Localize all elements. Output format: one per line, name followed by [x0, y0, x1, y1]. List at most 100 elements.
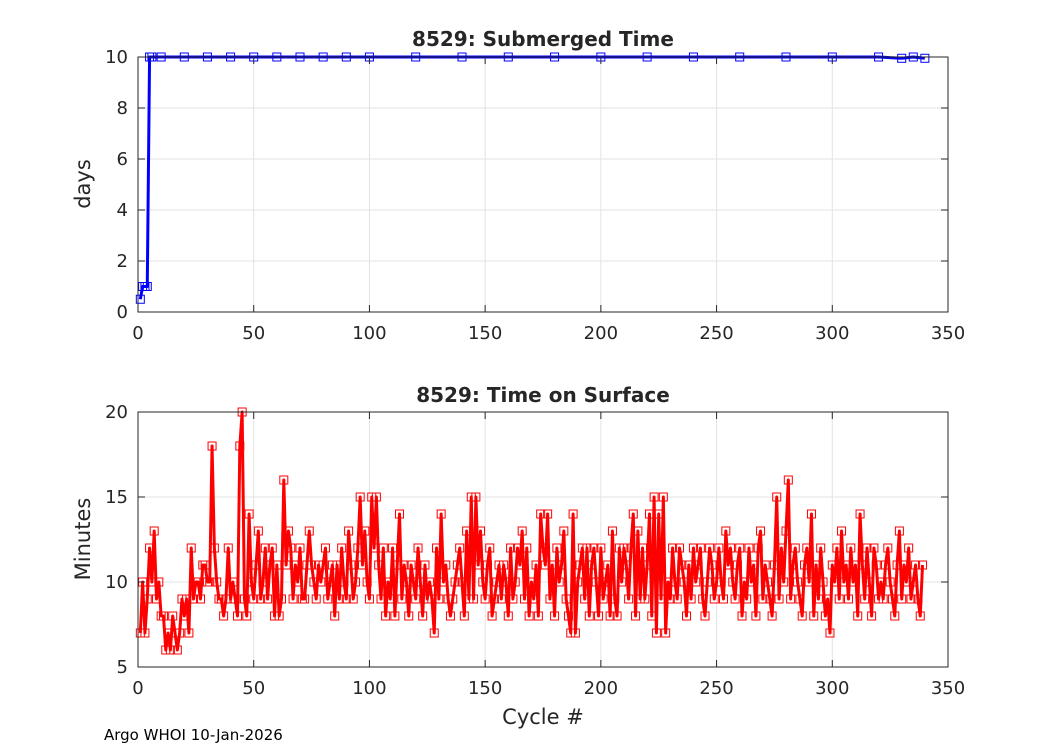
surface-time-xtick-label: 200 [584, 678, 618, 699]
surface-time-data-point [654, 509, 664, 519]
surface-time-data-point [767, 611, 777, 621]
surface-time-data-point [506, 543, 516, 553]
surface-time-data-point [404, 611, 414, 621]
surface-time-data-point [385, 594, 395, 604]
surface-time-data-point [420, 560, 430, 570]
surface-time-data-point [670, 577, 680, 587]
surface-time-data-point [881, 560, 891, 570]
surface-time-data-point [563, 611, 573, 621]
surface-time-data-point [656, 594, 666, 604]
submerged-time-ytick-label: 10 [105, 47, 128, 68]
surface-time-data-point [776, 543, 786, 553]
surface-time-data-point [901, 577, 911, 587]
surface-time-data-point [438, 577, 448, 587]
surface-time-data-point [443, 594, 453, 604]
surface-time-data-point [279, 475, 289, 485]
surface-time-data-point [355, 492, 365, 502]
surface-time-data-point [145, 543, 155, 553]
surface-time-data-point [429, 628, 439, 638]
surface-time-data-point [744, 543, 754, 553]
surface-time-data-point [751, 611, 761, 621]
surface-time-data-point [899, 560, 909, 570]
surface-time-data-point [827, 560, 837, 570]
surface-time-data-point [235, 441, 245, 451]
surface-time-data-point [318, 560, 328, 570]
surface-time-data-point [716, 577, 726, 587]
surface-time-data-point [911, 560, 921, 570]
surface-time-data-point [672, 594, 682, 604]
surface-time-data-point [867, 611, 877, 621]
surface-time-data-point [876, 577, 886, 587]
surface-time-data-point [853, 611, 863, 621]
surface-time-data-point [383, 577, 393, 587]
submerged-time-ytick-label: 8 [117, 98, 128, 119]
surface-time-data-point [478, 577, 488, 587]
surface-time-data-point [362, 577, 372, 587]
surface-time-data-point [538, 543, 548, 553]
surface-time-data-point [811, 560, 821, 570]
surface-time-xtick-label: 300 [815, 678, 849, 699]
surface-time-data-point [390, 611, 400, 621]
surface-time-data-point [772, 492, 782, 502]
surface-time-data-point [526, 577, 536, 587]
surface-time-data-point [476, 526, 486, 536]
surface-time-data-point [742, 594, 752, 604]
surface-time-data-point [182, 594, 192, 604]
surface-time-data-point [432, 543, 442, 553]
surface-time-data-point [392, 560, 402, 570]
surface-time-data-point [314, 560, 324, 570]
surface-time-data-point [774, 594, 784, 604]
surface-time-data-point [374, 560, 384, 570]
surface-time-data-point [272, 560, 282, 570]
surface-time-data-point [545, 594, 555, 604]
surface-time-data-point [161, 645, 171, 655]
surface-time-data-point [735, 543, 745, 553]
surface-time-data-point [904, 543, 914, 553]
surface-time-data-point [908, 577, 918, 587]
surface-time-data-point [339, 577, 349, 587]
surface-time-data-point [459, 611, 469, 621]
surface-time-data-point [594, 611, 604, 621]
surface-time-data-point [552, 543, 562, 553]
surface-time-data-point [668, 543, 678, 553]
surface-time-xtick-label: 50 [242, 678, 265, 699]
surface-time-data-point [760, 560, 770, 570]
surface-time-data-point [825, 628, 835, 638]
surface-time-data-point [256, 594, 266, 604]
surface-time-data-point [207, 441, 217, 451]
submerged-time-title: 8529: Submerged Time [412, 27, 674, 51]
surface-time-data-point [855, 509, 865, 519]
surface-time-data-point [175, 628, 185, 638]
surface-time-data-point [195, 594, 205, 604]
surface-time-data-point [837, 526, 847, 536]
surface-time-data-point [739, 577, 749, 587]
surface-time-data-point [843, 594, 853, 604]
surface-time-data-point [513, 543, 523, 553]
surface-time-data-point [640, 594, 650, 604]
surface-time-data-point [890, 611, 900, 621]
surface-time-data-point [281, 560, 291, 570]
surface-time-data-point [786, 594, 796, 604]
surface-time-data-point [614, 543, 624, 553]
submerged-time-xtick-label: 350 [931, 323, 965, 344]
surface-time-data-point [179, 611, 189, 621]
surface-time-data-point [418, 611, 428, 621]
surface-time-data-point [242, 611, 252, 621]
surface-time-data-point [253, 526, 263, 536]
surface-time-data-point [721, 526, 731, 536]
surface-time-data-point [661, 628, 671, 638]
surface-time-data-point [758, 594, 768, 604]
surface-time-data-point [311, 594, 321, 604]
surface-time-data-point [508, 594, 518, 604]
surface-time-data-point [663, 577, 673, 587]
surface-time-data-point [557, 560, 567, 570]
surface-time-data-point [337, 543, 347, 553]
surface-time-data-point [367, 492, 377, 502]
surface-time-data-point [725, 543, 735, 553]
submerged-time-xtick-label: 200 [584, 323, 618, 344]
surface-time-data-point [712, 577, 722, 587]
surface-time-data-point [209, 543, 219, 553]
submerged-time-xtick-label: 100 [352, 323, 386, 344]
surface-time-data-point [649, 492, 659, 502]
